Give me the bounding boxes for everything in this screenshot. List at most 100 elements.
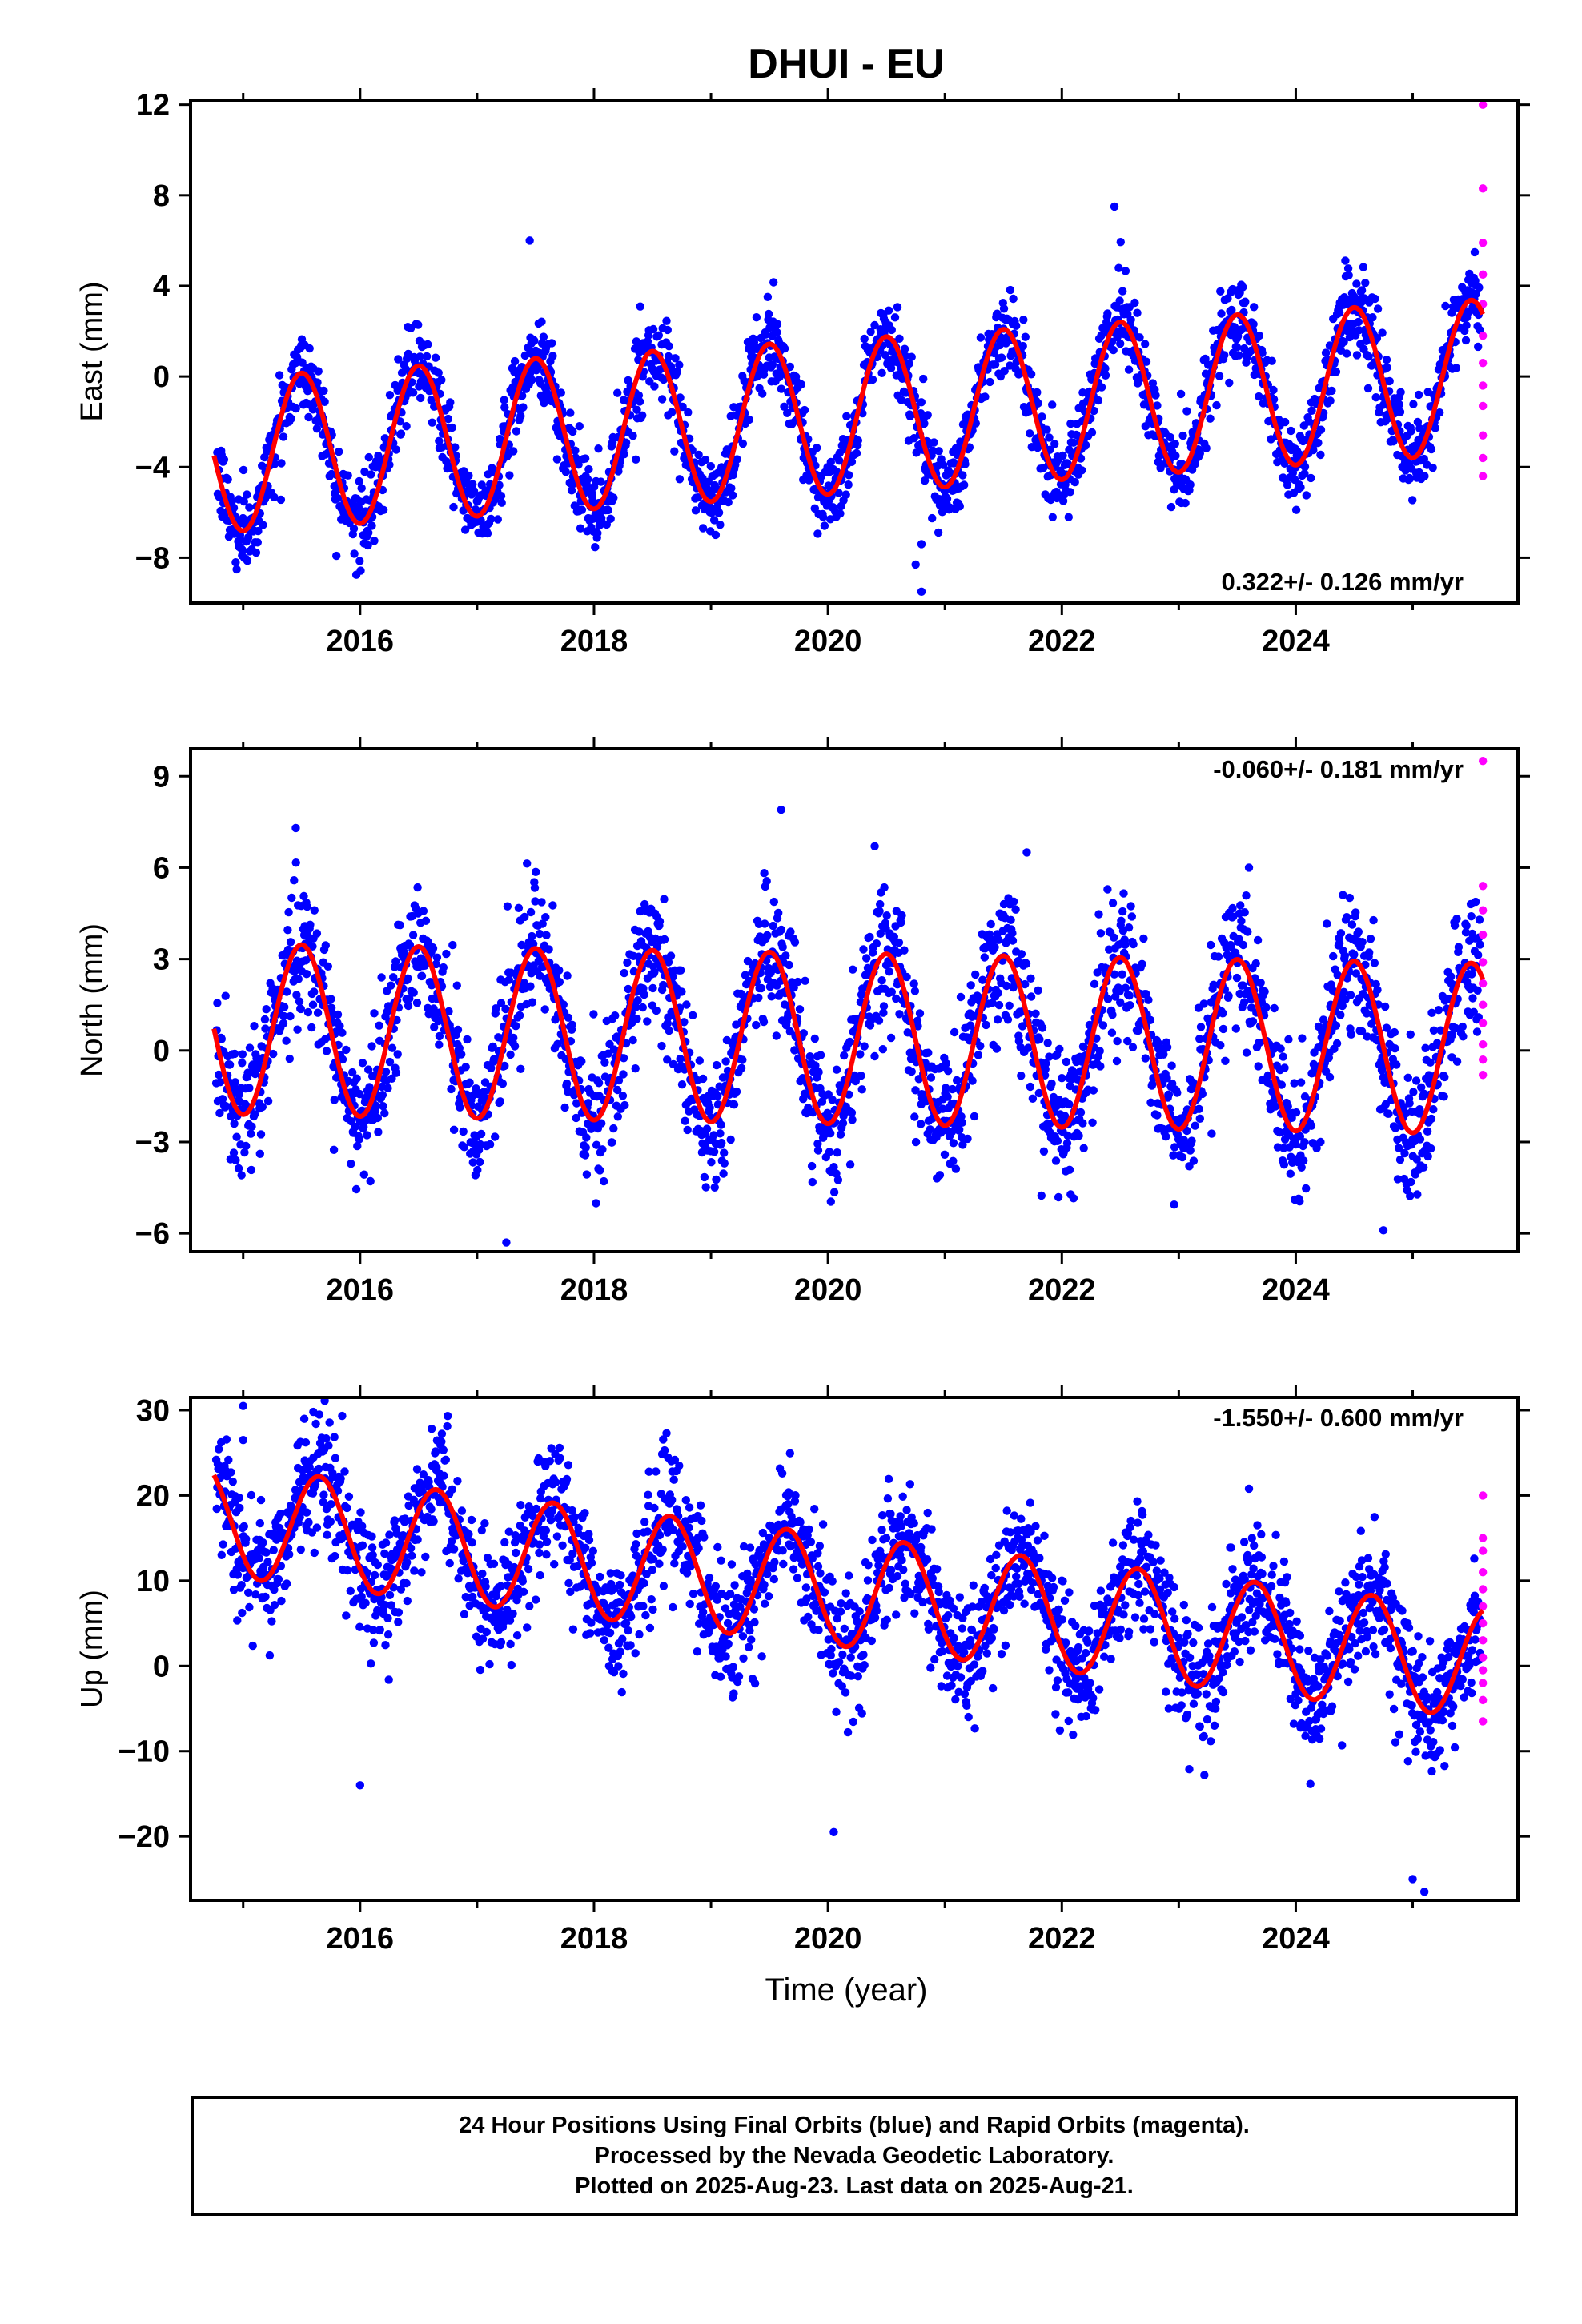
data-point (437, 376, 446, 384)
data-point (1060, 1112, 1070, 1120)
data-point (1187, 1136, 1196, 1145)
data-point (673, 368, 682, 376)
data-point (600, 1058, 609, 1068)
rapid-data-point (1478, 100, 1488, 109)
data-point (1423, 1152, 1432, 1161)
data-point (976, 333, 986, 342)
data-point (306, 920, 315, 930)
data-point (1212, 400, 1221, 410)
data-point (322, 1047, 331, 1055)
data-point (448, 940, 457, 950)
data-point (1078, 388, 1087, 397)
data-point (1195, 1035, 1204, 1043)
data-point (1475, 915, 1484, 924)
data-point (514, 903, 524, 913)
data-point (845, 1160, 855, 1169)
data-point (986, 919, 995, 929)
data-point (833, 1176, 843, 1184)
data-point (671, 354, 680, 363)
x-tick-label: 2022 (1028, 625, 1096, 658)
data-point (295, 997, 304, 1006)
data-point (240, 1148, 249, 1157)
data-point (323, 962, 332, 971)
data-point (1169, 1151, 1178, 1160)
data-point (518, 392, 527, 400)
data-point (408, 931, 418, 939)
data-point (786, 927, 795, 936)
data-point (532, 867, 540, 877)
data-point (1050, 440, 1059, 448)
data-point (948, 1084, 957, 1094)
data-point (894, 938, 904, 947)
data-point (449, 502, 458, 512)
data-point (1018, 341, 1027, 351)
data-point (777, 925, 786, 935)
data-point (848, 1116, 857, 1124)
data-point (580, 454, 590, 463)
data-point (650, 382, 659, 391)
data-point (542, 931, 551, 940)
data-point (847, 1108, 857, 1117)
data-point (769, 921, 777, 931)
data-point (676, 1055, 685, 1063)
data-point (435, 436, 444, 445)
final-orbit-points (213, 202, 1484, 597)
data-point (1365, 948, 1374, 957)
data-point (1255, 392, 1263, 401)
data-point (1475, 283, 1484, 292)
data-point (716, 1129, 725, 1138)
data-point (639, 984, 648, 993)
data-point (473, 1165, 482, 1175)
data-point (1331, 1021, 1341, 1031)
data-point (1421, 1043, 1430, 1053)
data-point (886, 1033, 896, 1043)
data-point (1351, 908, 1360, 917)
data-point (1037, 1191, 1046, 1200)
data-point (895, 1010, 904, 1019)
data-point (777, 384, 786, 393)
data-point (296, 1004, 305, 1014)
data-point (1267, 356, 1276, 365)
data-point (562, 1079, 572, 1088)
data-point (1042, 1059, 1050, 1068)
data-point (717, 1120, 725, 1129)
data-point (926, 1073, 936, 1082)
data-point (1242, 1048, 1251, 1057)
data-point (370, 1009, 379, 1018)
data-point (574, 460, 583, 469)
data-point (890, 313, 900, 322)
data-point (1144, 995, 1153, 1004)
data-point (1472, 1027, 1482, 1036)
data-point (785, 960, 793, 970)
data-point (1325, 1072, 1335, 1082)
data-point (1385, 376, 1394, 386)
data-point (695, 1056, 704, 1065)
data-point (387, 981, 396, 990)
data-point (829, 1188, 839, 1196)
data-point (526, 982, 535, 991)
data-point (701, 1183, 710, 1192)
data-point (1240, 908, 1249, 917)
data-point (1333, 971, 1342, 979)
data-point (958, 1118, 967, 1127)
data-point (379, 505, 388, 514)
data-point (243, 557, 252, 565)
data-point (291, 858, 300, 867)
data-point (950, 459, 958, 468)
data-point (876, 899, 885, 909)
data-point (221, 991, 230, 1000)
data-point (743, 956, 753, 966)
data-point (727, 484, 736, 493)
data-point (553, 1039, 562, 1049)
data-point (483, 529, 492, 538)
data-point (1381, 1002, 1390, 1011)
data-point (379, 1102, 387, 1111)
data-point (700, 1172, 709, 1182)
data-point (1034, 986, 1042, 995)
data-point (255, 1149, 264, 1159)
data-point (709, 1148, 719, 1156)
data-point (487, 1063, 496, 1073)
data-point (283, 987, 291, 996)
data-point (1335, 308, 1344, 317)
data-point (541, 913, 550, 922)
